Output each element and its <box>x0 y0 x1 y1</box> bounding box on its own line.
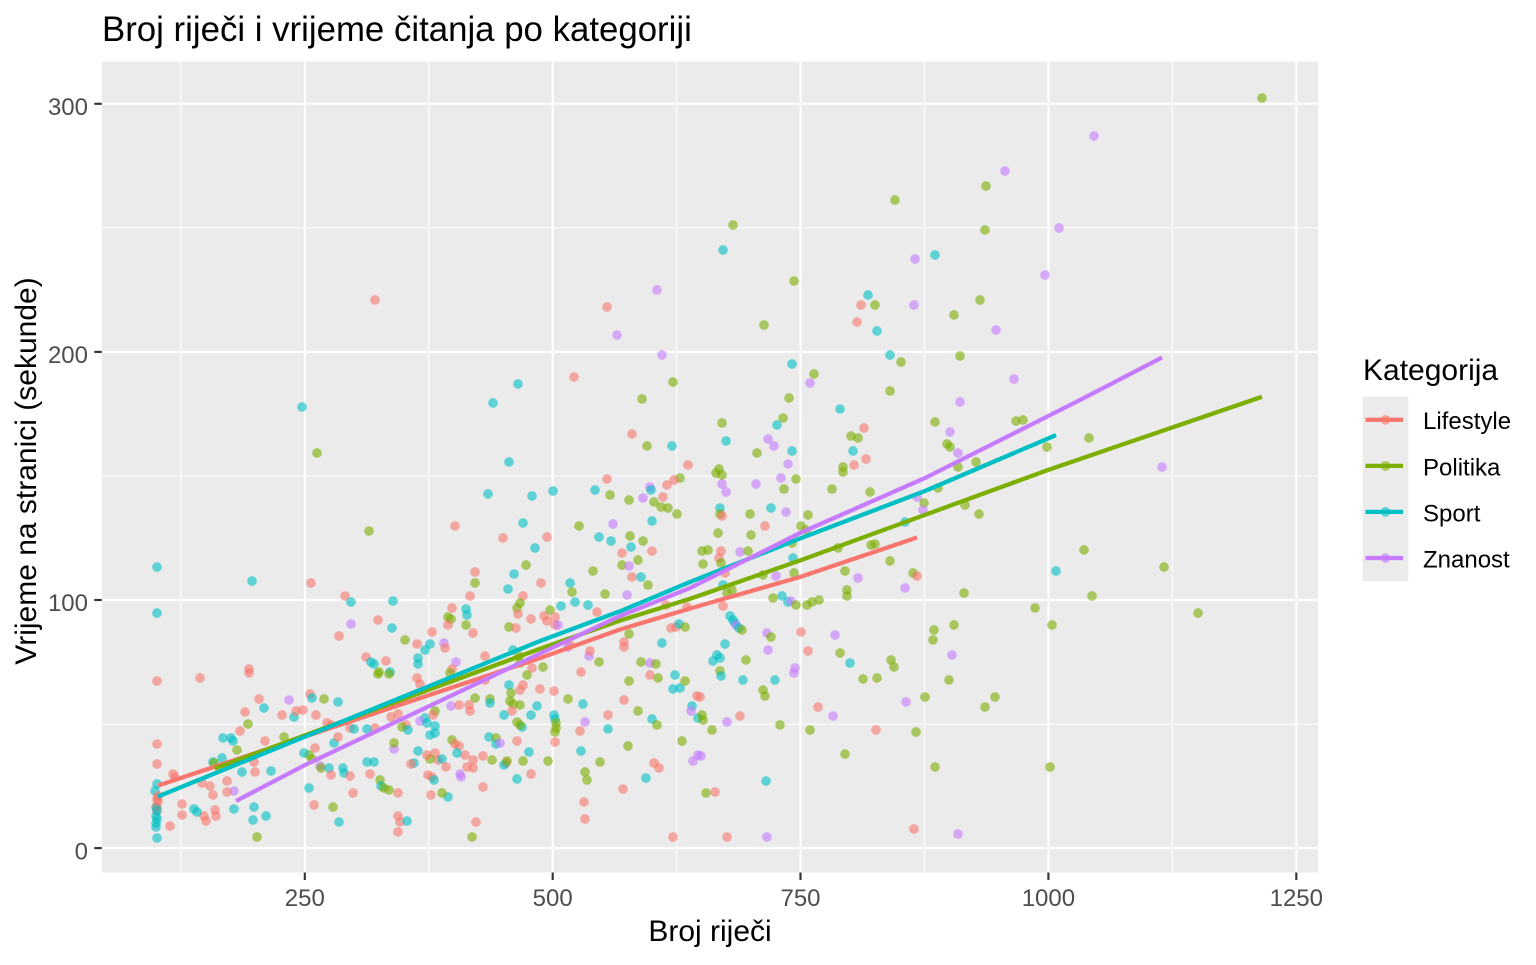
svg-text:Politika: Politika <box>1423 454 1501 481</box>
svg-text:750: 750 <box>780 885 820 912</box>
svg-text:Kategorija: Kategorija <box>1363 354 1498 387</box>
svg-text:500: 500 <box>533 885 573 912</box>
svg-text:Sport: Sport <box>1423 501 1481 528</box>
svg-text:Znanost: Znanost <box>1423 547 1510 574</box>
svg-text:250: 250 <box>285 885 325 912</box>
svg-text:0: 0 <box>75 838 88 865</box>
svg-text:300: 300 <box>48 94 88 121</box>
svg-text:1250: 1250 <box>1270 885 1323 912</box>
svg-text:100: 100 <box>48 590 88 617</box>
svg-text:200: 200 <box>48 342 88 369</box>
svg-text:Lifestyle: Lifestyle <box>1423 408 1511 435</box>
svg-text:1000: 1000 <box>1022 885 1075 912</box>
svg-text:Vrijeme na stranici (sekunde): Vrijeme na stranici (sekunde) <box>10 277 43 664</box>
svg-text:Broj riječi: Broj riječi <box>648 915 771 948</box>
svg-text:Broj riječi i vrijeme čitanja: Broj riječi i vrijeme čitanja po kategor… <box>102 10 692 49</box>
